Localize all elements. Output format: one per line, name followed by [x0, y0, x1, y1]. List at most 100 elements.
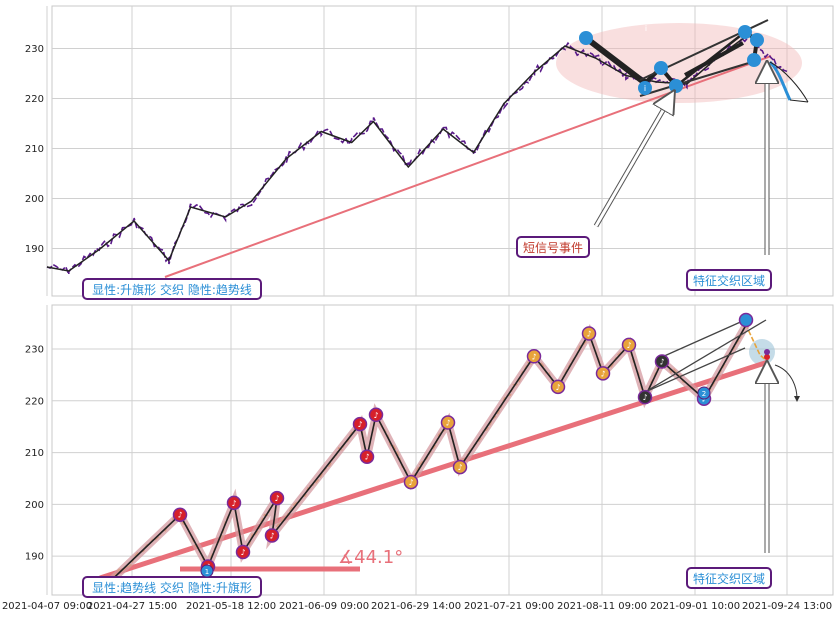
bottom-trendline [99, 359, 769, 581]
pivot-note-circle [226, 495, 242, 511]
pivot-marker [669, 79, 683, 93]
pivot-mark-label: i [645, 24, 647, 33]
x-tick-label: 2021-04-07 09:00 [2, 601, 92, 612]
pivot-note-marker: ♪ [550, 379, 566, 395]
y-tick-label: 190 [25, 552, 44, 563]
bottom-box-label: 显性:趋势线 交织 隐性:升旗形 [82, 576, 262, 598]
y-tick-label: 200 [25, 500, 44, 511]
flag-segment [684, 41, 744, 77]
top-zone-label: 特征交织区域 [686, 269, 772, 291]
pivot-note-circle [452, 459, 468, 475]
note-icon: ♪ [626, 341, 631, 350]
y-tick-label: 230 [25, 44, 44, 55]
pivot-note-marker: ♪ [440, 415, 456, 430]
pivot-note-circle [264, 528, 280, 543]
pivot-note-circle [403, 474, 419, 490]
note-icon: ♪ [177, 511, 182, 520]
pivot-note-circle [368, 407, 384, 423]
bottom-zone-label: 特征交织区域 [686, 567, 772, 589]
bottom-flag-mid [644, 347, 746, 393]
y-tick-label: 210 [25, 448, 44, 459]
note-icon: ♪ [642, 393, 647, 402]
pivot-note-circle [235, 544, 251, 560]
bottom-flag-upper [644, 319, 767, 393]
top-plot-frame [51, 5, 834, 297]
pivot-note-marker: ♪ [581, 326, 597, 341]
x-tick-label: 2021-04-27 15:00 [87, 601, 177, 612]
marker-1: 1 [200, 564, 214, 578]
pivot-note-marker: ♪ [403, 474, 419, 490]
pivot-marker [638, 81, 652, 95]
pivot-marker [747, 53, 761, 67]
bottom-flag-lower [661, 319, 746, 358]
pivot-note-marker: ♪ [526, 349, 542, 364]
pivot-marker [738, 25, 752, 39]
x-tick-label: 2021-07-21 09:00 [464, 601, 554, 612]
y-tick-label: 200 [25, 194, 44, 205]
pivot-mark-label: i [644, 84, 646, 93]
pivot-note-marker: ♪ [264, 528, 280, 543]
y-tick-label: 210 [25, 144, 44, 155]
pivot-note-marker: ♪ [352, 416, 368, 432]
bottom-plot-frame [51, 304, 834, 596]
note-icon: ♪ [457, 463, 462, 472]
top-y-ticks: 190 200 210 220 230 [25, 44, 44, 255]
pivot-note-circle [172, 507, 188, 522]
note-icon: ♪ [274, 494, 279, 503]
bottom-zone-label-text: 特征交织区域 [693, 571, 765, 586]
pivot-note-marker: ♪ [368, 407, 384, 423]
note-icon: ♪ [364, 453, 369, 462]
top-price-series [46, 33, 788, 275]
note-icon: ♪ [231, 499, 236, 508]
bottom-zone-circle [749, 339, 775, 365]
forecast-curve-arrow [774, 364, 800, 402]
pivot-note-circle [359, 449, 375, 464]
y-tick-label: 220 [25, 94, 44, 105]
note-icon: ♪ [586, 329, 591, 338]
pivot-marker [579, 31, 593, 45]
y-tick-label: 190 [25, 244, 44, 255]
note-icon: ♪ [269, 531, 274, 540]
pivot-note-marker: ♪ [172, 507, 188, 522]
pivot-note-circle [654, 354, 670, 369]
pivot-marker [654, 61, 668, 75]
x-tick-label: 2021-05-18 12:00 [186, 601, 276, 612]
pivot-note-marker: ♪ [226, 495, 242, 511]
x-tick-label: 2021-09-24 13:00 [742, 601, 832, 612]
pivot-note-circle [621, 337, 637, 353]
pivot-note-marker: ♪ [269, 490, 285, 506]
pivot-note-circle [269, 490, 285, 506]
pivot-note-marker: ♪ [359, 449, 375, 464]
pivot-note-marker: ♪ [235, 544, 251, 560]
y-tick-label: 230 [25, 345, 44, 356]
event-label: 短信号事件 [516, 236, 590, 258]
top-flag-pattern: i i [579, 19, 769, 97]
x-tick-label: 2021-06-29 14:00 [371, 601, 461, 612]
top-grid [46, 6, 833, 296]
top-zigzag-line [46, 34, 749, 272]
event-arrow [594, 100, 669, 227]
top-box-label-text: 显性:升旗形 交织 隐性:趋势线 [92, 282, 252, 297]
note-icon: ♪ [357, 420, 362, 429]
note-icon: ♪ [659, 357, 664, 366]
price-line [46, 33, 788, 275]
pivot-note-circle [550, 379, 566, 395]
end-dot [764, 349, 770, 355]
pivot-note-circle [595, 366, 611, 381]
angle-label: ∡44.1° [338, 547, 403, 568]
pivot-marker [750, 33, 764, 47]
pivot-note-circle [526, 349, 542, 364]
flag-pole-segment [584, 35, 647, 86]
bottom-box-label-text: 显性:趋势线 交织 隐性:升旗形 [92, 580, 252, 595]
note-icon: ♪ [373, 411, 378, 420]
x-tick-label: 2021-08-11 09:00 [557, 601, 647, 612]
top-zone-label-text: 特征交织区域 [693, 273, 765, 288]
note-icon: ♪ [600, 369, 605, 378]
pivot-note-marker: ♪ [637, 389, 653, 405]
marker-2-label: 2 [702, 390, 706, 398]
bottom-zigzag-line [103, 324, 747, 588]
note-icon: ♪ [445, 419, 450, 428]
